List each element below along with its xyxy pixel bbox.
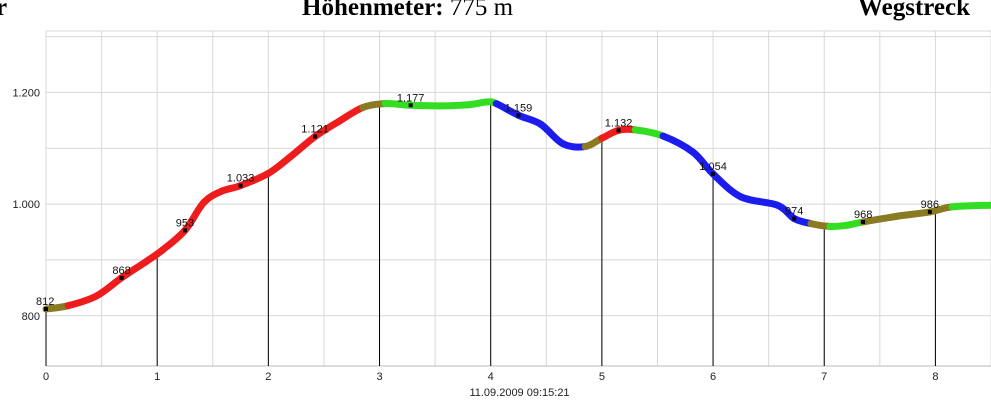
data-point-marker (861, 219, 866, 224)
timestamp-label: 11.09.2009 09:15:21 (469, 387, 570, 399)
chart-axes: 800 1.000 1.200 0 1 2 3 4 5 6 7 8 (12, 87, 938, 383)
x-tick-label: 5 (599, 371, 605, 383)
data-point-marker (711, 171, 716, 176)
track-segment (287, 133, 319, 161)
altimeter-label: Höhenmeter: (302, 0, 444, 21)
data-point-label: 1.177 (397, 92, 425, 104)
data-point-label: 812 (36, 296, 54, 308)
track-segment (537, 120, 567, 148)
x-tick-label: 4 (488, 371, 494, 383)
distance-label: Wegstreck (858, 0, 971, 21)
labeled-points: 812 868 953 1.033 1.121 1.177 1.159 1.132 1.054 9… (36, 92, 939, 312)
header-left-text: r (0, 0, 8, 21)
track-segment (64, 292, 100, 310)
altimeter-readout: Höhenmeter: 775 m (302, 0, 513, 22)
data-point-label: 968 (854, 209, 872, 221)
chart-footer: 11.09.2009 09:15:21 (0, 387, 991, 399)
track-segment (659, 132, 697, 156)
data-point-label: 1.033 (227, 173, 255, 185)
data-point-marker (927, 209, 932, 214)
track-segment (893, 208, 934, 220)
data-point-label: 1.132 (605, 117, 633, 129)
data-point-marker (182, 228, 187, 233)
altimeter-value: 775 m (449, 0, 514, 21)
data-point-label: 953 (176, 217, 194, 229)
y-tick-label: 1.000 (12, 199, 40, 211)
data-point-marker (313, 134, 318, 139)
x-tick-label: 0 (43, 371, 49, 383)
track-segment (437, 101, 472, 110)
data-point-label: 1.159 (505, 102, 533, 114)
data-point-label: 1.121 (301, 124, 329, 136)
x-tick-label: 2 (265, 371, 271, 383)
x-tick-label: 3 (376, 371, 382, 383)
y-tick-label: 1.200 (12, 87, 40, 99)
track-segment (709, 170, 745, 201)
track-segment (515, 111, 545, 128)
chart-grid (45, 30, 991, 367)
data-point-marker (238, 183, 243, 188)
x-tick-label: 6 (710, 371, 716, 383)
data-point-marker (44, 307, 48, 312)
track-segment (264, 153, 295, 177)
data-point-marker (792, 216, 797, 221)
track-segment (337, 103, 367, 124)
data-point-marker (119, 275, 124, 280)
header-bar: r Höhenmeter: 775 m Wegstreck (0, 0, 991, 30)
track-segment (92, 274, 126, 300)
elevation-track (42, 98, 991, 313)
track-segment (159, 226, 189, 254)
data-point-marker (516, 113, 521, 118)
x-tick-label: 8 (932, 371, 938, 383)
data-point-label: 868 (112, 265, 130, 277)
track-segment (948, 201, 991, 211)
vertical-markers (45, 102, 936, 366)
track-segment (407, 101, 445, 110)
data-point-marker (616, 128, 621, 133)
data-point-label: 974 (785, 206, 803, 218)
y-tick-label: 800 (22, 311, 40, 323)
x-tick-label: 7 (821, 371, 827, 383)
data-point-label: 986 (921, 199, 939, 211)
track-segment (631, 126, 667, 140)
x-tick-label: 1 (154, 371, 160, 383)
data-point-label: 1.054 (699, 161, 727, 173)
data-point-marker (408, 103, 413, 108)
